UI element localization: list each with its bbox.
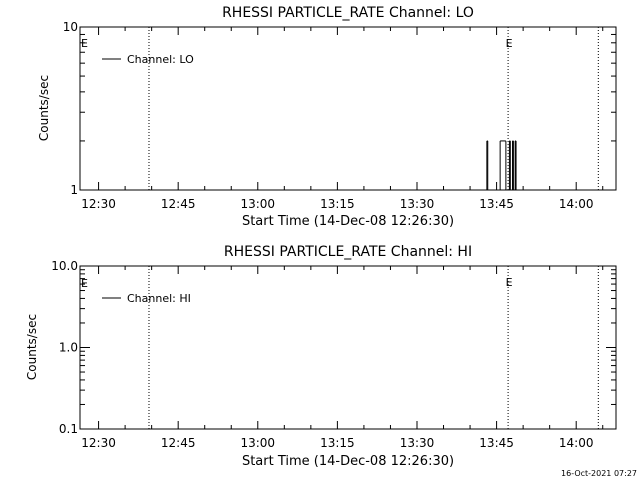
x-tick-label: 14:00 [559, 436, 594, 450]
chart-panel-lo: RHESSI PARTICLE_RATE Channel: LO Counts/… [37, 5, 617, 229]
x-tick-label: 13:45 [479, 197, 514, 211]
y-tick-label: 10.0 [51, 259, 78, 273]
y-tick-label: 1 [70, 183, 78, 197]
x-tick-label: 12:30 [81, 197, 116, 211]
start-marker: E [81, 37, 88, 50]
y-axis-label: Counts/sec [25, 314, 39, 380]
legend-label: Channel: LO [127, 53, 194, 66]
x-tick-label: 13:00 [240, 197, 275, 211]
x-tick-label: 13:15 [320, 197, 355, 211]
x-tick-label: 13:15 [320, 436, 355, 450]
y-tick-label: 1.0 [59, 341, 78, 355]
legend-label: Channel: HI [127, 292, 191, 305]
chart-panel-hi: RHESSI PARTICLE_RATE Channel: HI Counts/… [25, 244, 617, 469]
chart-title: RHESSI PARTICLE_RATE Channel: LO [222, 5, 474, 21]
time-marker-label: E [506, 37, 513, 50]
x-tick-label: 14:00 [559, 197, 594, 211]
x-tick-label: 13:30 [400, 197, 435, 211]
y-tick-label: 10 [63, 20, 78, 34]
x-axis-label: Start Time (14-Dec-08 12:26:30) [242, 214, 454, 229]
footer-timestamp: 16-Oct-2021 07:27 [561, 469, 637, 478]
x-tick-label: 12:30 [81, 436, 116, 450]
x-tick-label: 12:45 [161, 197, 196, 211]
x-tick-label: 13:45 [479, 436, 514, 450]
chart-title: RHESSI PARTICLE_RATE Channel: HI [224, 244, 472, 260]
y-axis-label: Counts/sec [37, 75, 51, 141]
time-marker-label: E [506, 276, 513, 289]
y-tick-label: 0.1 [59, 422, 78, 436]
start-marker: E [81, 277, 88, 290]
x-tick-label: 13:30 [400, 436, 435, 450]
x-tick-label: 12:45 [161, 436, 196, 450]
plot-frame [79, 26, 617, 191]
x-tick-label: 13:00 [240, 436, 275, 450]
x-axis-label: Start Time (14-Dec-08 12:26:30) [242, 454, 454, 469]
